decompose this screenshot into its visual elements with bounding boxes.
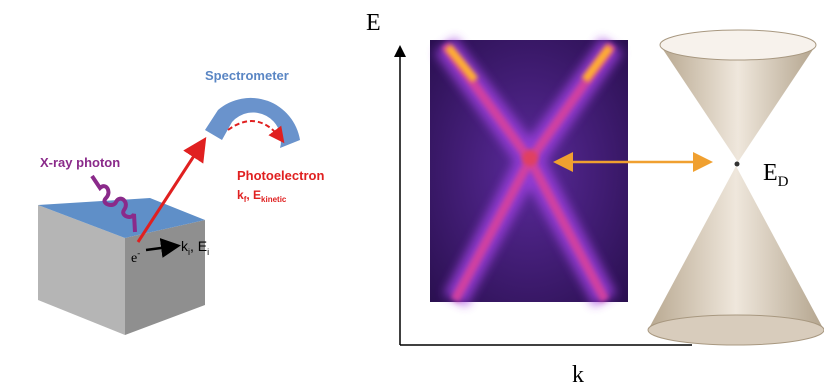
trajectory xyxy=(228,121,282,140)
photoelectron-label: Photoelectron xyxy=(237,168,324,183)
label-part: E xyxy=(763,160,778,186)
spectrometer-label: Spectrometer xyxy=(205,68,289,83)
label-part: , E xyxy=(190,238,207,254)
y-axis-label: E xyxy=(366,10,381,36)
dirac-cone xyxy=(648,30,824,345)
x-axis-label: k xyxy=(572,362,584,388)
spectrometer xyxy=(205,98,300,148)
final-state: kf, Ekinetic xyxy=(237,188,287,204)
label-part: , E xyxy=(246,188,261,202)
label-part: kinetic xyxy=(261,195,287,204)
dirac-point-label: ED xyxy=(763,160,789,190)
sample xyxy=(38,198,205,335)
photon-label: X-ray photon xyxy=(40,155,120,170)
label-part: - xyxy=(137,248,140,258)
arpes-image xyxy=(430,40,628,302)
label-part: D xyxy=(778,174,789,190)
label-part: i xyxy=(207,247,209,257)
figure: X-ray photon Spectrometer Photoelectron … xyxy=(0,0,824,388)
